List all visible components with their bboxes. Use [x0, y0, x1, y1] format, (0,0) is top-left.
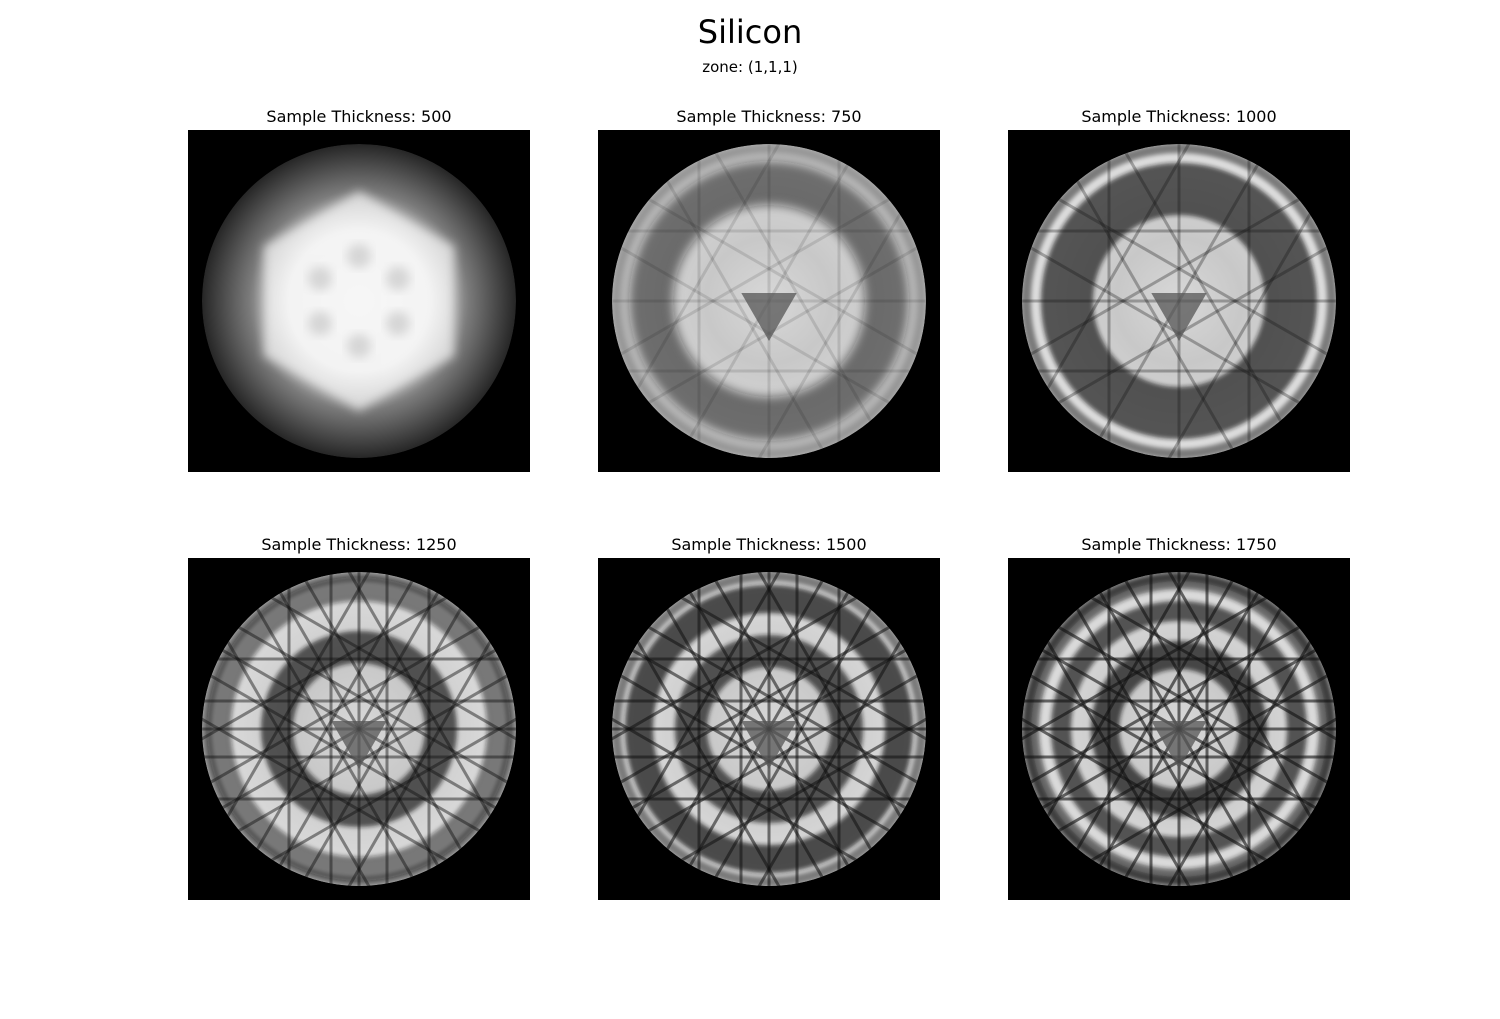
panel-title: Sample Thickness: 1250	[261, 535, 457, 554]
panel-title: Sample Thickness: 1500	[671, 535, 867, 554]
figure-subtitle: zone: (1,1,1)	[702, 58, 798, 76]
panel-thickness-750: Sample Thickness: 750	[598, 106, 940, 472]
panel-title: Sample Thickness: 1750	[1081, 535, 1277, 554]
panel-thickness-500: Sample Thickness: 500	[188, 106, 530, 472]
cbed-pattern-image	[188, 130, 530, 472]
panel-thickness-1000: Sample Thickness: 1000	[1008, 106, 1350, 472]
panel-title: Sample Thickness: 500	[266, 107, 452, 126]
panel-thickness-1500: Sample Thickness: 1500	[598, 534, 940, 900]
cbed-pattern-image	[598, 558, 940, 900]
cbed-pattern-image	[1008, 558, 1350, 900]
cbed-pattern-image	[1008, 130, 1350, 472]
panel-title: Sample Thickness: 1000	[1081, 107, 1277, 126]
cbed-pattern-image	[188, 558, 530, 900]
cbed-pattern-image	[598, 130, 940, 472]
figure-title: Silicon	[697, 13, 803, 51]
panel-thickness-1250: Sample Thickness: 1250	[188, 534, 530, 900]
panel-thickness-1750: Sample Thickness: 1750	[1008, 534, 1350, 900]
panel-title: Sample Thickness: 750	[676, 107, 862, 126]
